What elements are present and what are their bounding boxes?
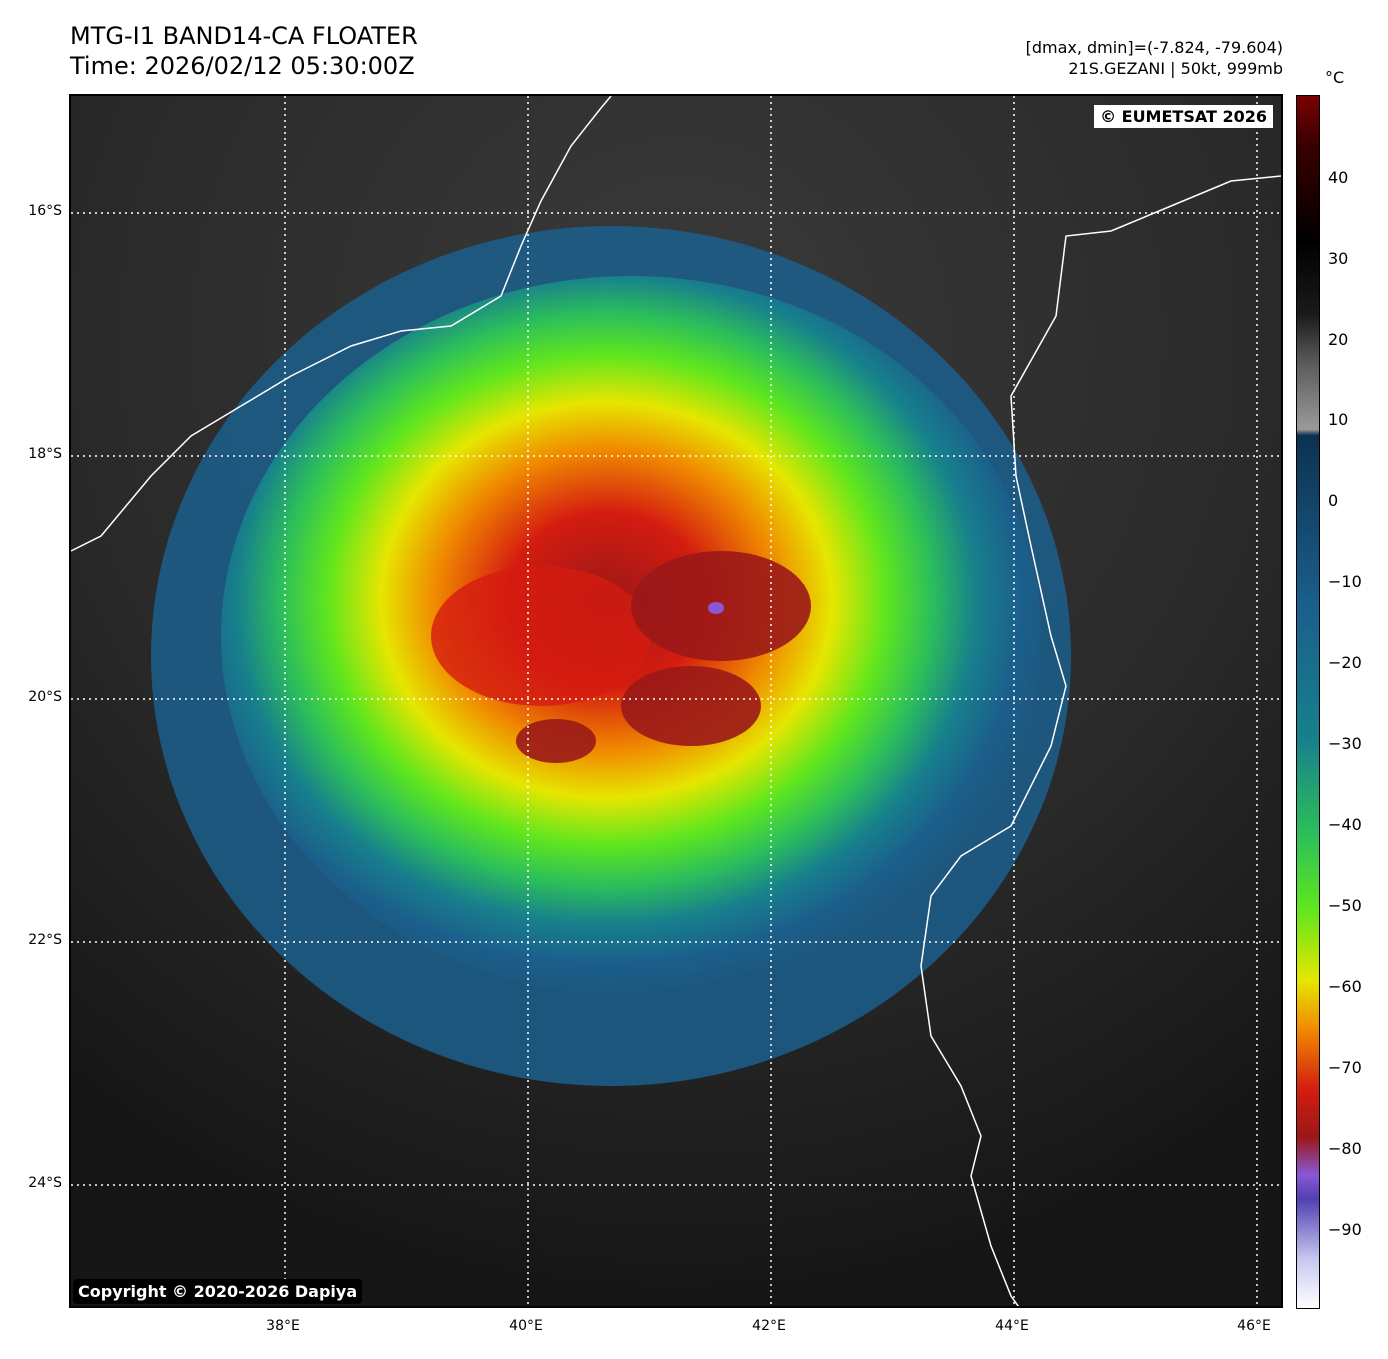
coldest-spot: [708, 602, 724, 614]
graticule: [71, 96, 1281, 1306]
colorbar-tick-minus80: −80: [1328, 1139, 1362, 1158]
eumetsat-badge: © EUMETSAT 2026: [1094, 105, 1273, 128]
lon-label-40e: 40°E: [509, 1318, 543, 1334]
cold-top-south: [516, 719, 596, 763]
lon-label-38e: 38°E: [266, 1318, 300, 1334]
storm-text: 21S.GEZANI | 50kt, 999mb: [1068, 59, 1283, 78]
madagascar-coastline: [920, 175, 1281, 1306]
colorbar-tick-minus90: −90: [1328, 1220, 1362, 1239]
colorbar: [1296, 95, 1320, 1309]
colorbar-tick-minus60: −60: [1328, 977, 1362, 996]
lat-label-24s: 24°S: [28, 1175, 62, 1191]
colorbar-tick-40: 40: [1328, 168, 1349, 187]
colorbar-tick-minus30: −30: [1328, 734, 1362, 753]
colorbar-tick-10: 10: [1328, 410, 1349, 429]
lat-label-16s: 16°S: [28, 203, 62, 219]
colorbar-tick-minus40: −40: [1328, 815, 1362, 834]
lon-label-44e: 44°E: [995, 1318, 1029, 1334]
colorbar-tick-20: 20: [1328, 330, 1349, 349]
red-region-west: [431, 566, 651, 706]
satellite-imagery-svg: [71, 96, 1281, 1306]
colorbar-tick-minus10: −10: [1328, 572, 1362, 591]
lon-label-46e: 46°E: [1237, 1318, 1271, 1334]
range-text: [dmax, dmin]=(-7.824, -79.604): [1025, 38, 1283, 57]
colorbar-tick-minus20: −20: [1328, 653, 1362, 672]
africa-coastline: [71, 96, 612, 552]
colorbar-tick-minus50: −50: [1328, 896, 1362, 915]
colorbar-unit: °C: [1325, 68, 1345, 87]
dapiya-badge: Copyright © 2020-2026 Dapiya: [73, 1279, 363, 1304]
map-time: Time: 2026/02/12 05:30:00Z: [70, 52, 415, 80]
colorbar-tick-0: 0: [1328, 491, 1339, 510]
colorbar-tick-minus70: −70: [1328, 1058, 1362, 1077]
lon-label-42e: 42°E: [752, 1318, 786, 1334]
colorbar-tick-30: 30: [1328, 249, 1349, 268]
map-title: MTG-I1 BAND14-CA FLOATER: [70, 22, 418, 50]
cold-top-center: [621, 666, 761, 746]
lat-label-22s: 22°S: [28, 932, 62, 948]
lat-label-20s: 20°S: [28, 689, 62, 705]
satellite-image: © EUMETSAT 2026 Copyright © 2020-2026 Da…: [69, 94, 1283, 1308]
lat-label-18s: 18°S: [28, 446, 62, 462]
